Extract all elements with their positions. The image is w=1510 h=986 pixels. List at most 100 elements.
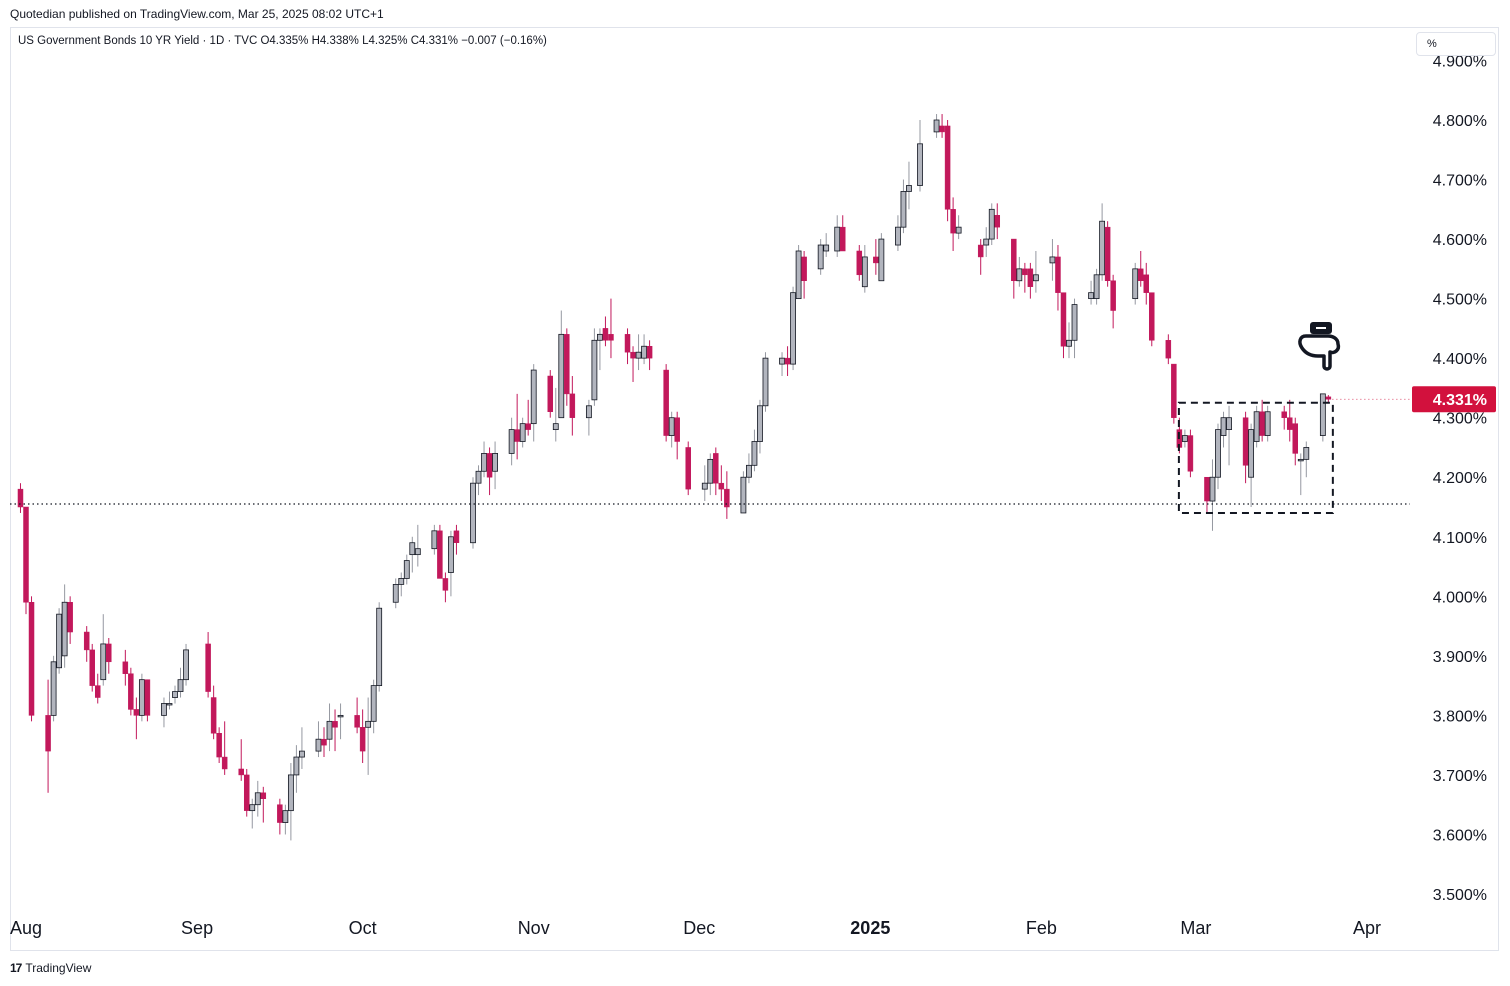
candle	[376, 602, 383, 692]
candle	[547, 370, 554, 418]
candle-body	[392, 584, 399, 603]
candle	[784, 346, 791, 377]
candle-body	[817, 244, 824, 270]
candle-body	[552, 423, 559, 430]
candle	[94, 673, 101, 704]
candle-body	[205, 643, 211, 692]
candle-body	[403, 560, 410, 579]
y-tick-label: 3.600%	[1433, 827, 1487, 844]
candle	[260, 786, 267, 823]
candle	[1242, 411, 1249, 484]
candle	[950, 197, 956, 251]
y-tick-label: 4.500%	[1433, 292, 1487, 309]
candle-body	[724, 488, 730, 508]
candle	[1011, 238, 1017, 299]
candle	[1253, 405, 1260, 448]
candle-body	[17, 488, 24, 508]
candle-body	[1110, 280, 1116, 311]
x-tick-label: Mar	[1180, 918, 1211, 938]
candle	[790, 286, 796, 371]
candle	[470, 477, 476, 549]
chart-frame	[10, 27, 1499, 951]
candle	[873, 239, 879, 275]
candle-body	[569, 393, 576, 418]
candle	[166, 691, 173, 710]
candle-body	[917, 143, 923, 186]
candle-body	[326, 720, 333, 740]
candle-body	[89, 649, 95, 686]
last-price-label: 4.331%	[1433, 392, 1487, 409]
candle	[1027, 262, 1034, 299]
candle-body	[977, 244, 984, 258]
candle	[1286, 399, 1293, 442]
candle-body	[707, 458, 714, 484]
candle-body	[779, 357, 785, 365]
candle	[299, 727, 305, 769]
tradingview-logo-icon: 17	[10, 961, 22, 975]
candle	[1281, 405, 1287, 430]
candle	[740, 471, 747, 514]
candle-body	[277, 804, 283, 823]
candle	[1325, 395, 1332, 403]
symbol-legend[interactable]: US Government Bonds 10 YR Yield · 1D · T…	[18, 35, 547, 47]
candle	[1264, 405, 1271, 442]
candle	[1187, 429, 1194, 478]
candle	[1259, 399, 1265, 442]
candle	[933, 114, 940, 138]
candle-body	[45, 715, 51, 752]
candle-body	[608, 334, 614, 341]
candle-body	[409, 542, 416, 556]
candle-body	[939, 125, 945, 133]
candle	[216, 727, 222, 764]
candle	[1049, 239, 1056, 281]
candle	[475, 465, 482, 496]
candle	[514, 393, 520, 460]
candle	[685, 441, 691, 496]
candle	[392, 578, 399, 609]
candle	[61, 584, 68, 668]
candle	[354, 697, 360, 734]
candle-body	[221, 756, 228, 770]
candle-body	[216, 732, 222, 758]
candle	[994, 203, 1001, 240]
candle	[177, 667, 184, 698]
candle-body	[746, 464, 752, 478]
y-tick-label: 4.200%	[1433, 470, 1487, 487]
candle	[1171, 363, 1177, 424]
y-tick-label: 4.900%	[1433, 53, 1487, 70]
candle-body	[801, 256, 807, 282]
candle-body	[1187, 435, 1194, 472]
candle	[591, 328, 598, 406]
candle-body	[332, 721, 338, 728]
footer-brand[interactable]: 17 TradingView	[10, 961, 91, 975]
candle-body	[315, 738, 322, 752]
candle-body	[1259, 411, 1265, 436]
candle	[398, 572, 405, 597]
candle	[17, 483, 24, 513]
candle	[834, 215, 841, 257]
candle	[983, 227, 990, 257]
candle-body	[1248, 429, 1255, 478]
candle-body	[602, 328, 609, 341]
x-tick-label: Nov	[518, 918, 550, 938]
candle	[746, 453, 752, 484]
candle-body	[795, 250, 802, 300]
candle	[172, 685, 178, 704]
y-tick-label: 3.700%	[1433, 768, 1487, 785]
candle	[56, 608, 63, 674]
x-tick-label: Feb	[1026, 918, 1057, 938]
candle	[414, 524, 421, 567]
candle	[442, 572, 449, 603]
candle-body	[365, 720, 372, 728]
candle	[1303, 441, 1310, 478]
candle-body	[172, 691, 178, 698]
candle-body	[1281, 411, 1287, 418]
candle	[486, 447, 493, 496]
candle	[448, 530, 454, 597]
candle-body	[481, 453, 487, 472]
unit-button[interactable]: %	[1416, 32, 1496, 56]
candle	[900, 179, 907, 234]
y-tick-label: 4.600%	[1433, 232, 1487, 249]
publisher-caption: Quotedian published on TradingView.com, …	[10, 7, 384, 21]
